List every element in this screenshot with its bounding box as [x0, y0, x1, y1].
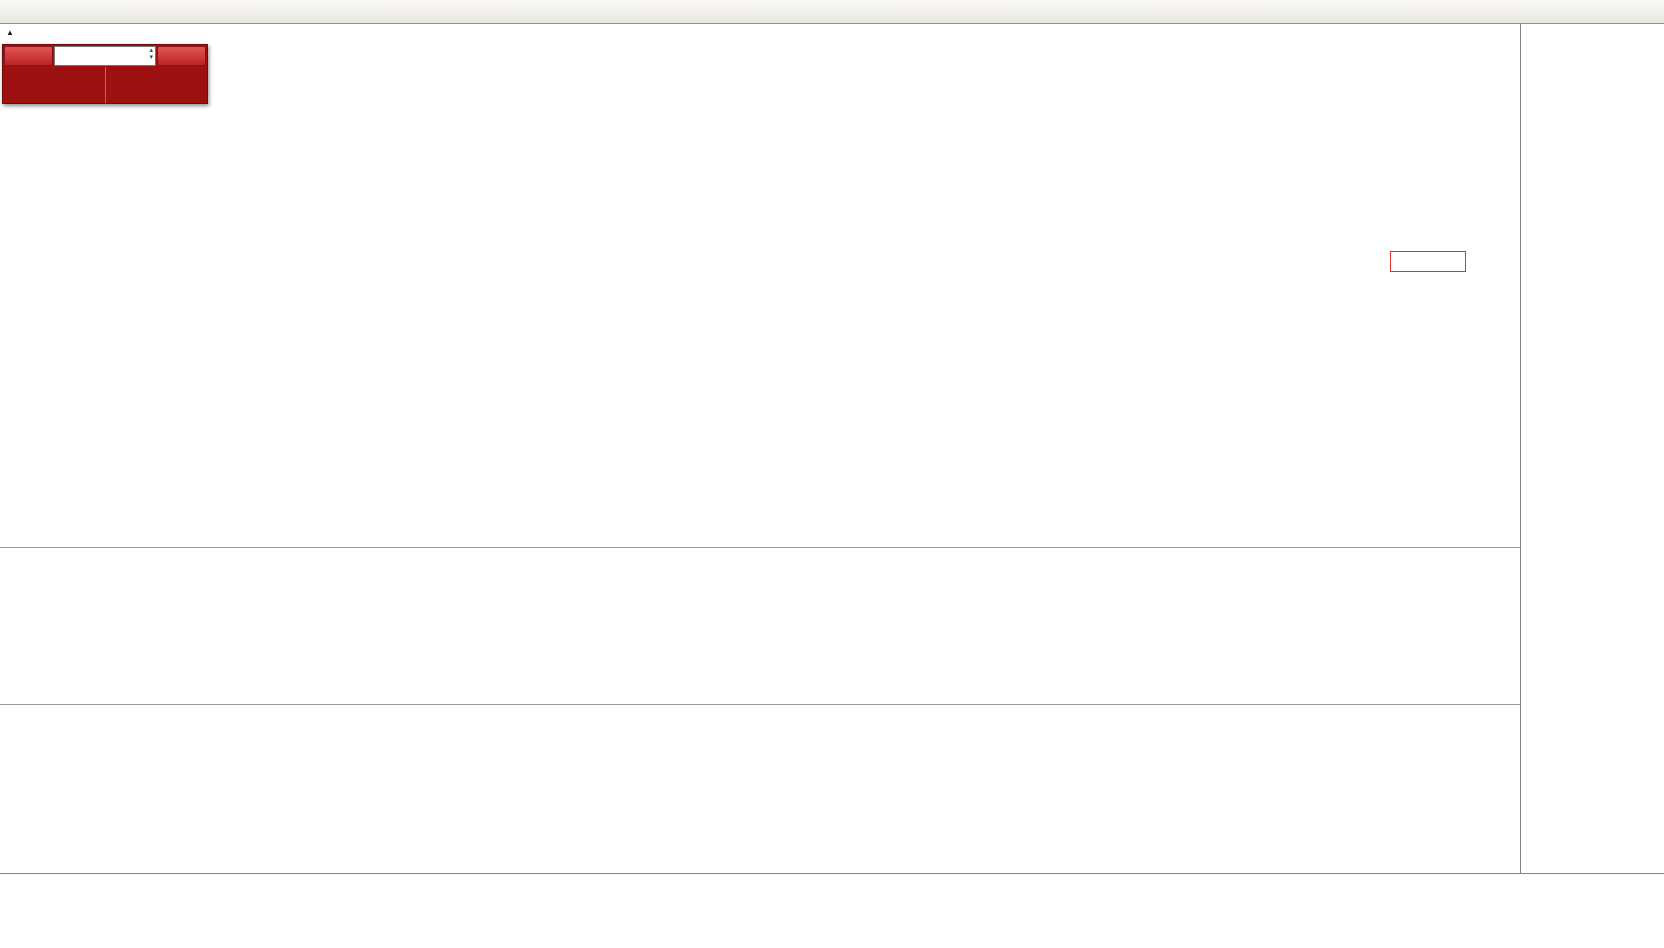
time-axis[interactable]	[0, 873, 1664, 893]
volume-down-icon[interactable]: ▾	[149, 54, 153, 61]
buy-button[interactable]	[157, 46, 206, 66]
one-click-trade-panel: ▴ ▾	[2, 44, 208, 104]
panel-divider[interactable]	[0, 704, 1664, 705]
price-axis[interactable]	[1520, 24, 1664, 873]
chart-workspace: ▲ ▴ ▾	[0, 24, 1664, 948]
sell-price[interactable]	[3, 67, 105, 103]
macd-canvas[interactable]	[0, 548, 1520, 704]
sell-button[interactable]	[4, 46, 53, 66]
rsi-canvas[interactable]	[0, 705, 1520, 872]
volume-input[interactable]: ▴ ▾	[54, 46, 156, 66]
buy-price[interactable]	[104, 67, 208, 103]
trade-panel-collapse-icon[interactable]: ▲	[6, 28, 14, 37]
panel-divider[interactable]	[0, 547, 1664, 548]
chart-info-line: ▲	[6, 28, 44, 37]
price-callout[interactable]	[1390, 251, 1466, 272]
toolbar	[0, 0, 1664, 24]
price-chart-canvas[interactable]	[0, 24, 1520, 547]
volume-up-icon[interactable]: ▴	[149, 47, 153, 54]
